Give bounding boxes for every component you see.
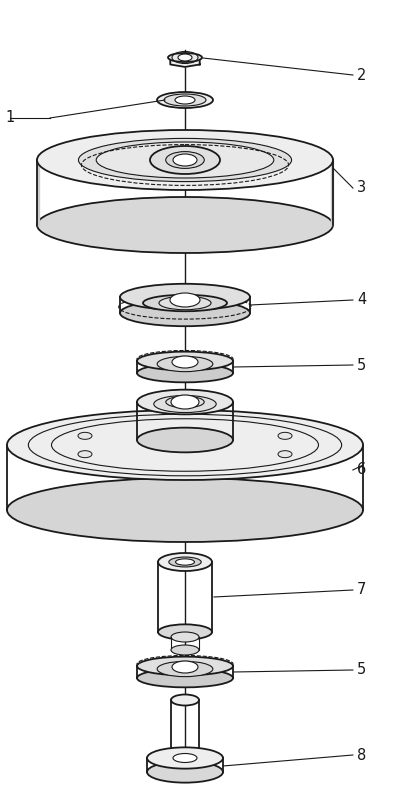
- Polygon shape: [37, 160, 39, 225]
- Ellipse shape: [158, 624, 212, 640]
- Ellipse shape: [171, 694, 199, 706]
- Ellipse shape: [137, 657, 233, 675]
- Text: 5: 5: [357, 358, 366, 373]
- Polygon shape: [331, 160, 333, 225]
- Ellipse shape: [157, 662, 213, 677]
- Ellipse shape: [147, 747, 223, 769]
- Ellipse shape: [171, 645, 199, 655]
- Text: 3: 3: [357, 181, 366, 195]
- Ellipse shape: [137, 364, 233, 382]
- Ellipse shape: [137, 669, 233, 687]
- Ellipse shape: [37, 130, 333, 190]
- Ellipse shape: [278, 450, 292, 458]
- Ellipse shape: [172, 661, 198, 673]
- Ellipse shape: [7, 410, 363, 480]
- Text: 1: 1: [5, 110, 14, 126]
- Ellipse shape: [120, 300, 250, 326]
- Ellipse shape: [158, 553, 212, 571]
- Ellipse shape: [137, 390, 233, 414]
- Polygon shape: [170, 57, 200, 67]
- Ellipse shape: [147, 762, 223, 782]
- Ellipse shape: [78, 432, 92, 439]
- Ellipse shape: [166, 152, 204, 168]
- Ellipse shape: [37, 197, 333, 253]
- Ellipse shape: [173, 154, 197, 166]
- Text: eReplacementParts.com: eReplacementParts.com: [132, 443, 269, 453]
- Ellipse shape: [159, 296, 211, 310]
- Ellipse shape: [143, 294, 227, 311]
- Ellipse shape: [171, 632, 199, 642]
- Ellipse shape: [170, 293, 200, 307]
- Ellipse shape: [168, 53, 202, 62]
- Text: 4: 4: [357, 293, 366, 307]
- Ellipse shape: [137, 352, 233, 370]
- Ellipse shape: [120, 284, 250, 310]
- Ellipse shape: [7, 478, 363, 542]
- Ellipse shape: [171, 395, 199, 409]
- Ellipse shape: [157, 92, 213, 108]
- Ellipse shape: [175, 96, 195, 104]
- Text: 5: 5: [357, 662, 366, 678]
- Ellipse shape: [278, 432, 292, 439]
- Text: 6: 6: [357, 462, 366, 478]
- Ellipse shape: [169, 557, 201, 567]
- Ellipse shape: [79, 138, 292, 182]
- Ellipse shape: [178, 54, 192, 61]
- Ellipse shape: [78, 450, 92, 458]
- Text: 8: 8: [357, 747, 366, 762]
- Ellipse shape: [154, 395, 216, 413]
- Text: 2: 2: [357, 67, 366, 82]
- Ellipse shape: [137, 428, 233, 452]
- Text: 7: 7: [357, 582, 366, 598]
- Ellipse shape: [96, 142, 274, 178]
- Ellipse shape: [157, 356, 213, 372]
- Ellipse shape: [171, 747, 199, 758]
- Ellipse shape: [173, 754, 197, 762]
- Ellipse shape: [150, 146, 220, 174]
- Ellipse shape: [172, 356, 198, 368]
- Ellipse shape: [176, 559, 194, 565]
- Ellipse shape: [164, 94, 206, 106]
